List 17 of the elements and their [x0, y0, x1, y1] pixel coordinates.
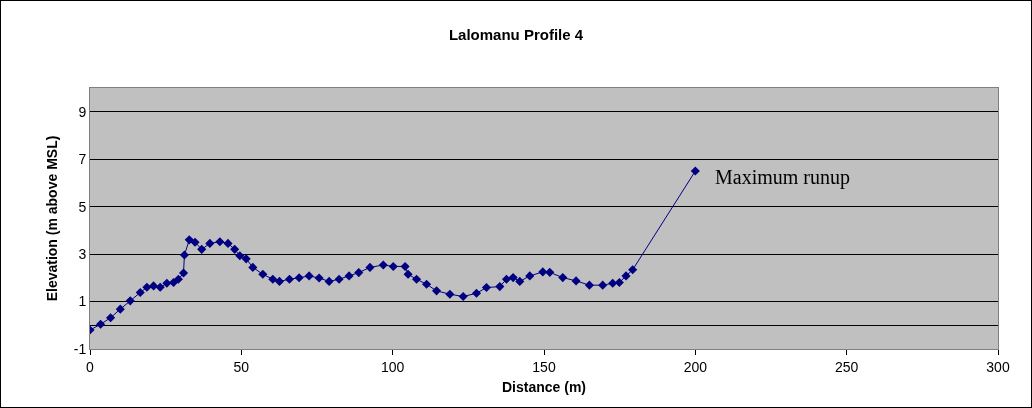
chart-title: Lalomanu Profile 4 — [448, 25, 584, 43]
x-tick-label: 250 — [834, 358, 859, 375]
y-tick-label: 1 — [78, 293, 87, 310]
y-tick-label: 9 — [78, 103, 87, 120]
y-tick-label: 5 — [78, 198, 87, 215]
x-tick-label: 300 — [986, 358, 1010, 375]
x-tick-label: 100 — [380, 358, 405, 375]
annotation: Maximum runup — [715, 166, 850, 189]
x-tick-label: 150 — [532, 358, 556, 375]
y-tick-label: 3 — [78, 245, 87, 262]
y-axis-title: Elevation (m above MSL) — [44, 135, 61, 302]
y-tick-label: 7 — [78, 151, 87, 168]
x-tick-label: 50 — [233, 358, 250, 375]
y-tick-label: -1 — [73, 340, 87, 357]
x-tick-label: 0 — [86, 358, 95, 375]
x-tick-label: 200 — [683, 358, 708, 375]
x-axis-title: Distance (m) — [501, 379, 587, 396]
